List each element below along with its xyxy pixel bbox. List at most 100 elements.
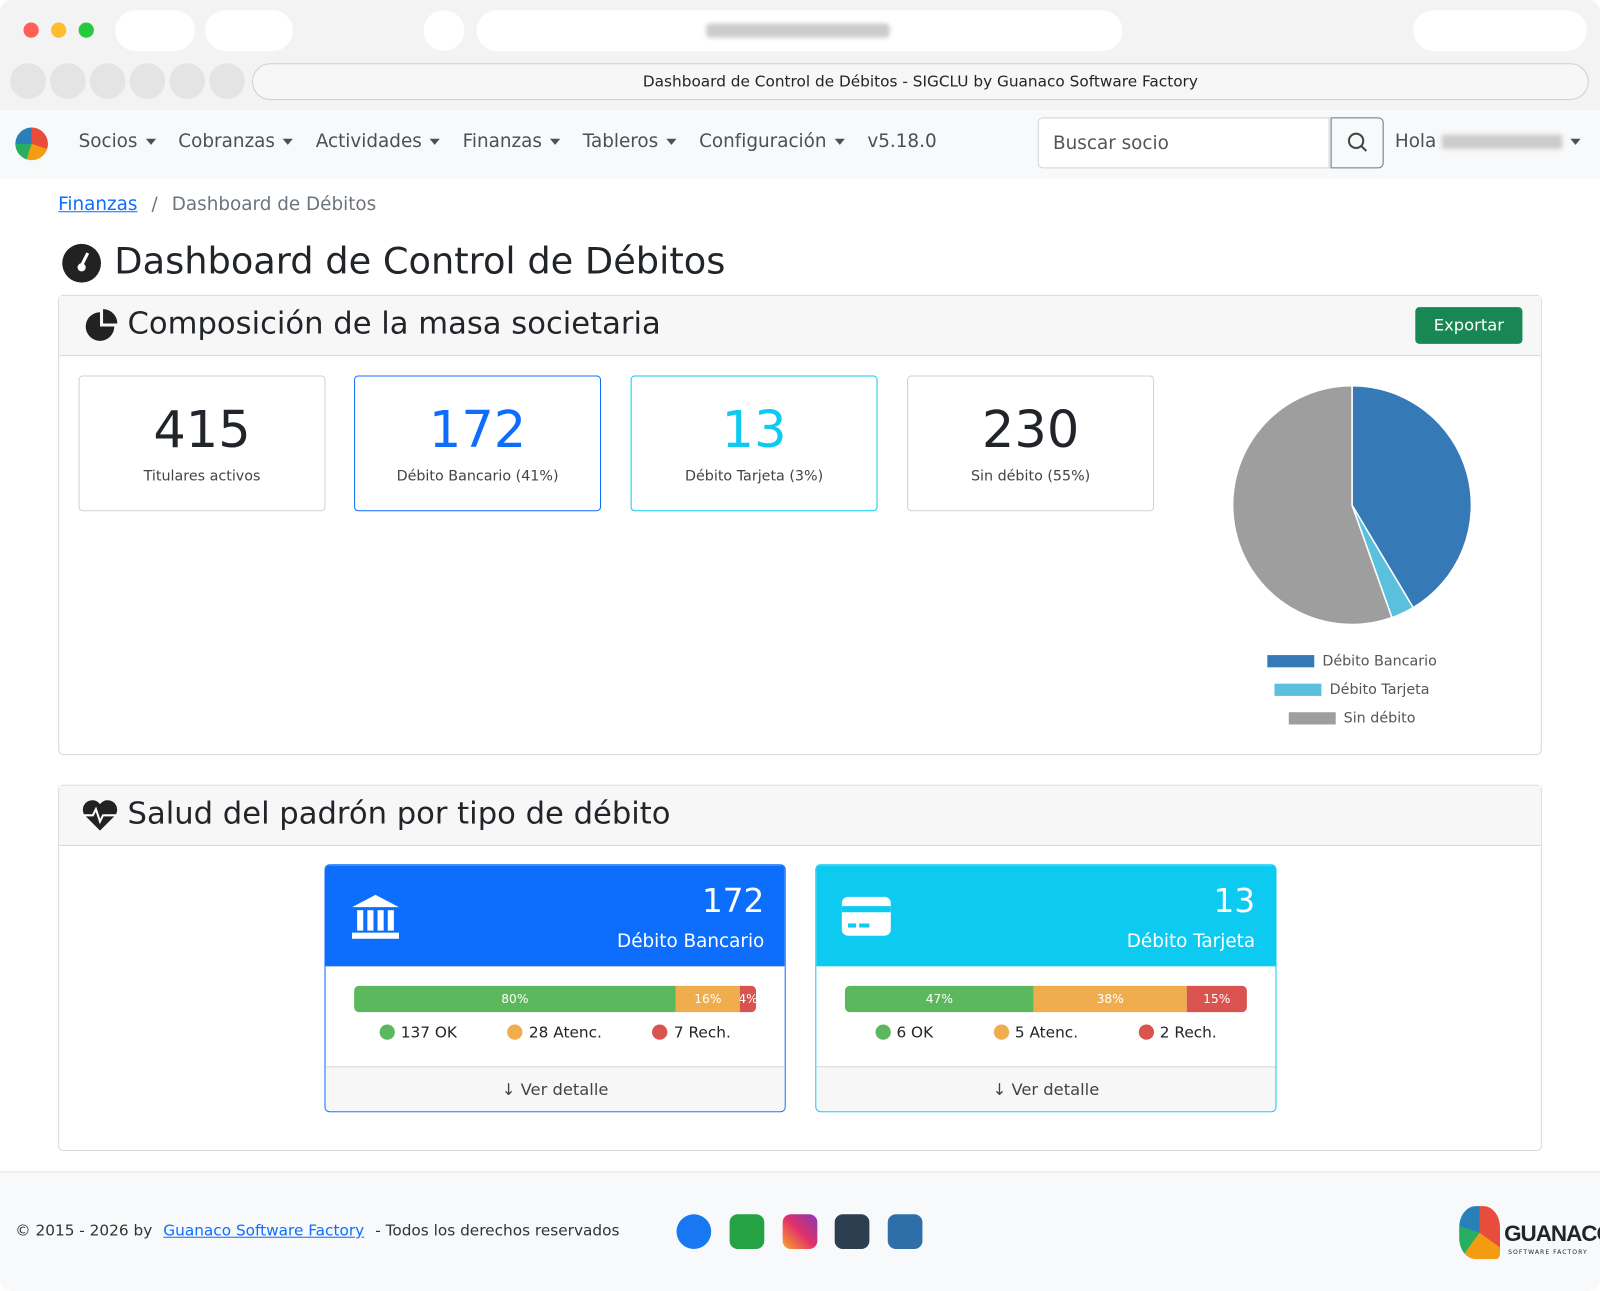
dashboard-icon [62,243,102,283]
support-link[interactable] [834,1214,870,1249]
bank-icon [352,894,399,939]
count-attention: 28 Atenc. [507,1023,602,1042]
pie-slice [1351,384,1473,609]
breadcrumb-separator: / [151,193,158,216]
pinned-tab[interactable] [209,63,245,99]
minimize-button[interactable] [51,22,67,38]
pinned-tab[interactable] [169,63,206,99]
blurred-url [706,23,890,38]
debit-count: 172 [701,881,765,921]
legend-item: Débito Bancario [1224,647,1479,676]
legend-label: Sin débito [1343,710,1416,727]
pinned-tab[interactable] [49,63,86,99]
legend-swatch [1288,712,1336,725]
count-rejected: 7 Rech. [652,1023,731,1042]
count-ok: 137 OK [379,1023,457,1042]
export-button[interactable]: Exportar [1415,307,1523,344]
pinned-tabs [10,63,245,100]
nav-item[interactable]: Actividades [316,131,441,152]
pie-slice [1231,384,1393,626]
status-segment: 38% [1033,985,1187,1013]
stat-box: 230 Sin débito (55%) [907,375,1155,512]
status-bar: 80%16%4% [354,985,757,1013]
card-title: Composición de la masa societaria [127,306,661,342]
page-title: Dashboard de Control de Débitos [114,240,726,283]
nav-item[interactable]: Cobranzas [178,131,294,152]
count-ok: 6 OK [875,1023,933,1042]
stat-box: 13 Débito Tarjeta (3%) [630,375,878,512]
count-attention: 5 Atenc. [993,1023,1078,1042]
instagram-link[interactable] [782,1214,818,1249]
search-button[interactable] [1330,117,1384,169]
user-menu[interactable]: Hola [1395,131,1581,152]
breadcrumb-current: Dashboard de Débitos [171,193,377,216]
stat-label: Sin débito (55%) [970,468,1091,485]
card-icon [841,896,891,936]
nav-menu: Socios Cobranzas Actividades Finanzas Ta… [79,131,937,152]
legend-label: Débito Bancario [1322,653,1437,670]
history-buttons[interactable] [205,10,293,52]
status-segment: 47% [844,985,1034,1013]
stat-label: Débito Bancario (41%) [396,468,559,485]
sidebar-button[interactable] [115,10,195,52]
status-segment: 80% [354,985,676,1013]
footer-logo-mark [1459,1206,1500,1260]
zoom-button[interactable] [78,22,94,38]
version: v5.18.0 [867,130,937,153]
company-link[interactable]: Guanaco Software Factory [163,1221,365,1240]
toolbar-actions[interactable] [1413,10,1587,52]
close-button[interactable] [23,22,39,38]
stat-box: 172 Débito Bancario (41%) [354,375,602,512]
stat-value: 172 [428,399,527,460]
stat-box: 415 Titulares activos [78,375,326,512]
pinned-tab[interactable] [10,63,46,99]
search-icon [1347,132,1368,152]
count-rejected: 2 Rech. [1138,1023,1217,1042]
stat-value: 13 [721,399,787,460]
stat-value: 230 [981,399,1080,460]
stat-label: Débito Tarjeta (3%) [684,468,824,485]
active-tab[interactable]: Dashboard de Control de Débitos - SIGCLU… [252,63,1589,100]
status-counts: 137 OK 28 Atenc. 7 Rech. [354,1023,756,1042]
app-logo[interactable] [15,127,48,161]
footer-logo-text: GUANACO [1504,1220,1600,1246]
detail-link[interactable]: ↓ Ver detalle [325,1066,785,1112]
detail-link[interactable]: ↓ Ver detalle [816,1066,1276,1112]
status-segment: 4% [740,985,757,1013]
health-card: Salud del padrón por tipo de débito [58,784,1542,1152]
whatsapp-link[interactable] [729,1214,765,1249]
debit-card-header: 172 Débito Bancario [325,865,785,967]
password-button[interactable] [423,10,465,52]
pinned-tab[interactable] [129,63,166,99]
debit-card: 13 Débito Tarjeta 47% 38% 15% 6 OK 5 Atenc… [815,864,1277,1113]
nav-item[interactable]: Configuración [699,131,845,152]
stat-label: Titulares activos [143,468,261,485]
debit-card: 172 Débito Bancario 80%16%4% 137 OK 28 A… [324,864,786,1113]
nav-item[interactable]: Tableros [583,131,677,152]
search-placeholder: Buscar socio [1053,132,1169,155]
address-bar[interactable] [476,10,1123,52]
pie-chart [1231,384,1473,626]
tab-title: Dashboard de Control de Débitos - SIGCLU… [642,72,1198,91]
facebook-link[interactable] [676,1214,712,1249]
legend-swatch [1267,655,1315,668]
stat-value: 415 [153,399,251,460]
chat-link[interactable] [887,1214,923,1249]
card-header: Salud del padrón por tipo de débito [59,785,1541,846]
debit-label: Débito Bancario [617,930,765,953]
status-counts: 6 OK 5 Atenc. 2 Rech. [845,1023,1247,1042]
breadcrumb-link[interactable]: Finanzas [58,193,138,216]
legend: Débito Bancario Débito Tarjeta Sin débito [1224,647,1479,733]
pinned-tab[interactable] [89,63,126,99]
card-title: Salud del padrón por tipo de débito [127,795,671,832]
status-segment: 16% [675,985,741,1013]
search-input[interactable]: Buscar socio [1037,117,1330,169]
debit-card-header: 13 Débito Tarjeta [816,865,1276,967]
legend-swatch [1274,683,1322,696]
debit-count: 13 [1213,881,1256,921]
nav-item[interactable]: Finanzas [463,131,561,152]
heart-icon [82,800,118,831]
nav-item[interactable]: Socios [79,131,156,152]
